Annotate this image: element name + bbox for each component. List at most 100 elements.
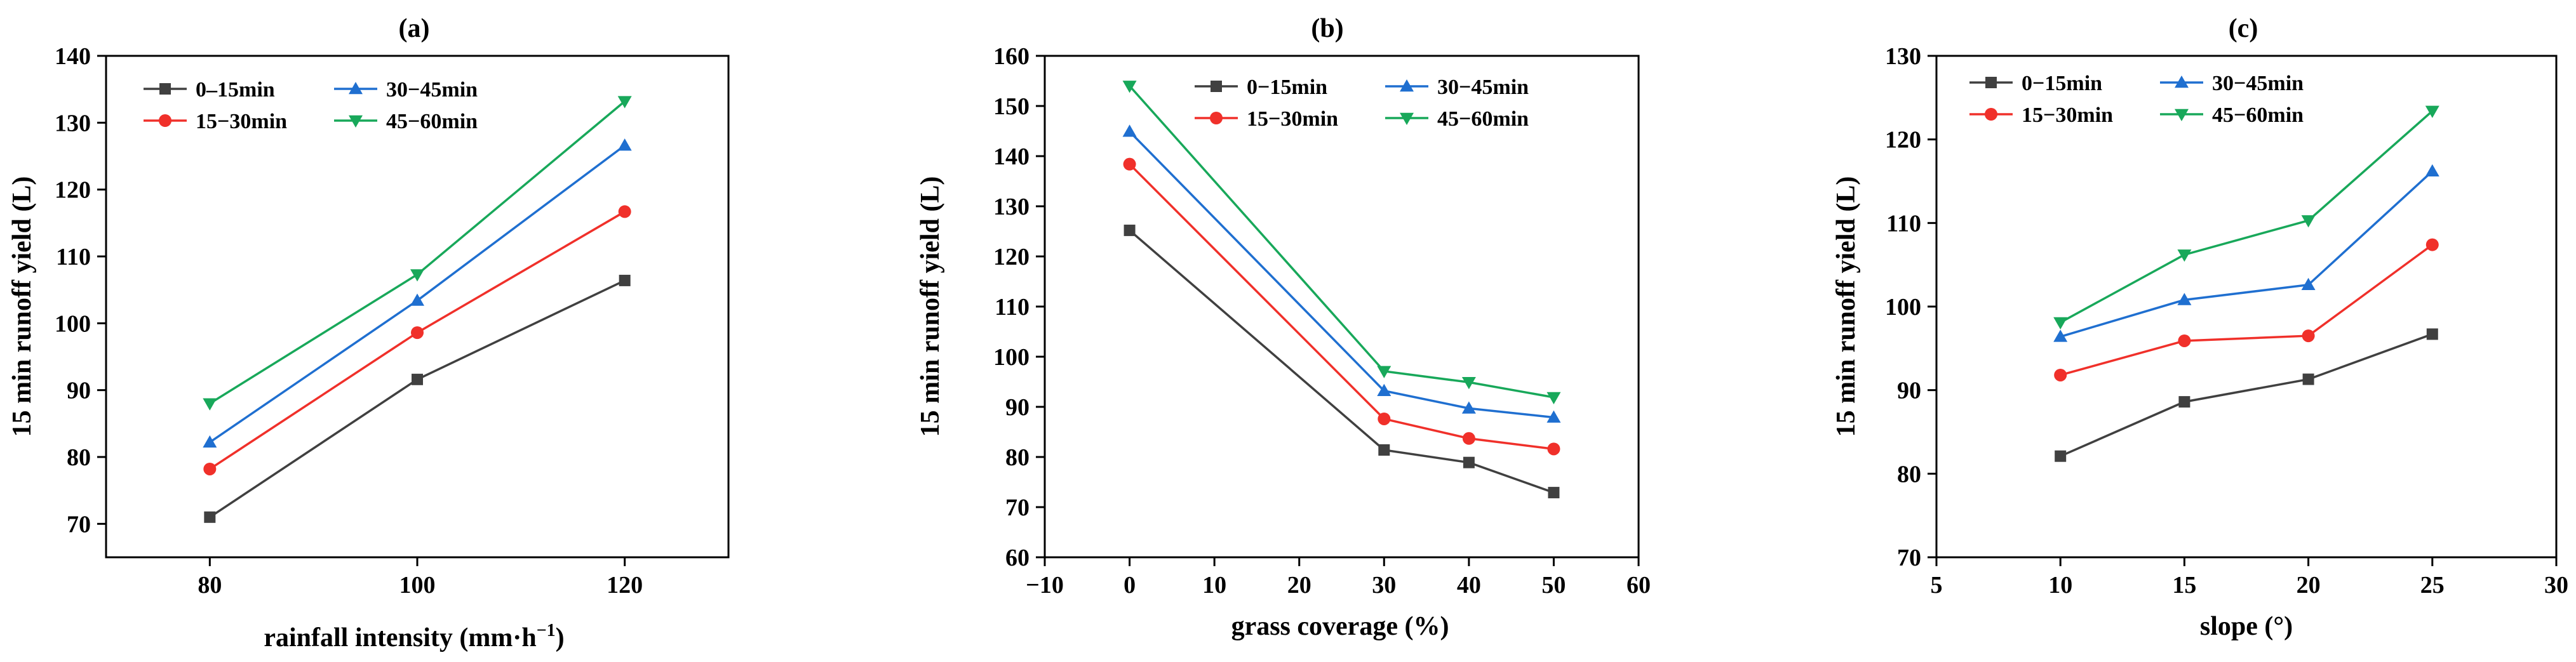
legend-label: 0−15min xyxy=(2022,72,2102,95)
panel-c-legend: 0−15min 15−30min 30−45min 45−60min xyxy=(1969,72,2304,127)
data-point-marker xyxy=(1463,456,1475,468)
x-tick-label: 20 xyxy=(1287,572,1311,599)
legend-label: 30−45min xyxy=(2212,72,2304,95)
data-point-marker xyxy=(411,326,424,340)
data-point-marker xyxy=(617,96,632,109)
y-tick-label: 60 xyxy=(1005,545,1030,571)
series-line-3 xyxy=(1129,131,1554,419)
data-point-marker xyxy=(412,373,423,385)
data-point-marker xyxy=(1124,224,1136,236)
data-point-marker xyxy=(1461,401,1476,414)
panel-a-series xyxy=(203,96,632,523)
data-point-marker xyxy=(2301,277,2316,291)
series-line-1 xyxy=(2060,333,2433,458)
legend-marker xyxy=(2175,109,2189,121)
data-point-marker xyxy=(2177,249,2192,262)
y-tick-label: 80 xyxy=(1005,444,1030,471)
y-tick-label: 100 xyxy=(993,344,1030,371)
data-point-marker xyxy=(617,138,632,151)
data-point-marker xyxy=(1123,157,1136,171)
legend-marker xyxy=(1400,112,1414,125)
y-tick-label: 100 xyxy=(1885,294,1921,321)
panel-a-xlabel-sup: −1 xyxy=(537,621,556,640)
series-line-4 xyxy=(2060,110,2433,324)
legend-marker xyxy=(1985,77,1997,88)
legend-label: 0−15min xyxy=(1247,76,1327,99)
legend-label: 15−30min xyxy=(2022,103,2113,127)
legend-label: 45−60min xyxy=(2212,103,2304,127)
data-point-marker xyxy=(1378,412,1391,425)
panel-c-ylabel: 15 min runoff yield (L) xyxy=(1832,176,1861,437)
panel-c-series xyxy=(2053,105,2439,462)
legend-label: 15−30min xyxy=(1247,107,1338,131)
legend-label: 30−45min xyxy=(386,78,478,102)
series-line-1 xyxy=(1129,229,1555,494)
panel-a-xlabel-end: ) xyxy=(556,623,565,652)
y-tick-label: 110 xyxy=(995,294,1030,321)
panel-c-frame xyxy=(1935,55,2558,559)
data-point-marker xyxy=(618,205,631,218)
panel-a-title: (a) xyxy=(399,14,430,43)
y-tick-label: 100 xyxy=(55,310,91,337)
panel-b: (b) −10 0 10 20 30 40 50 60 60 70 80 90 100 110 120 130… xyxy=(916,14,1651,641)
panel-c-xlabel: slope (°) xyxy=(2200,612,2293,641)
data-point-marker xyxy=(1461,377,1476,390)
panel-b-ticks: −10 0 10 20 30 40 50 60 60 70 80 90 100 110 120 130 140 1… xyxy=(993,43,1651,599)
x-tick-label: 60 xyxy=(1627,572,1651,599)
panel-c-ticks: 5 10 15 20 25 30 70 80 90 100 110 120 130 xyxy=(1885,43,2568,599)
data-point-marker xyxy=(203,398,217,411)
data-point-marker xyxy=(2302,329,2315,343)
panel-c-title: (c) xyxy=(2229,14,2258,43)
legend-marker xyxy=(159,114,171,127)
panel-b-title: (b) xyxy=(1311,14,1343,43)
legend-marker xyxy=(159,83,171,95)
data-point-marker xyxy=(1547,442,1560,456)
x-tick-label: 30 xyxy=(1372,572,1396,599)
data-point-marker xyxy=(1377,366,1392,378)
series-line-4 xyxy=(209,100,626,405)
data-point-marker xyxy=(2054,368,2067,381)
data-point-marker xyxy=(1462,432,1475,445)
y-tick-label: 130 xyxy=(993,194,1030,220)
x-tick-label: −10 xyxy=(1026,572,1064,599)
y-tick-label: 70 xyxy=(1005,494,1030,521)
data-point-marker xyxy=(2053,317,2068,330)
legend-marker xyxy=(349,115,363,128)
legend-marker xyxy=(1211,81,1222,92)
panel-a-legend: 0–15min 15−30min 30−45min 45−60min xyxy=(144,78,478,133)
x-tick-label: 10 xyxy=(2048,572,2072,599)
y-tick-label: 130 xyxy=(55,110,91,136)
legend-marker xyxy=(1400,79,1414,92)
x-tick-label: 20 xyxy=(2297,572,2321,599)
y-tick-label: 130 xyxy=(1885,43,1921,70)
data-point-marker xyxy=(2178,334,2191,347)
x-tick-label: 0 xyxy=(1124,572,1136,599)
data-point-marker xyxy=(2425,164,2439,176)
data-point-marker xyxy=(203,435,217,448)
panel-c: (c) 5 10 15 20 25 30 70 80 90 100 110 120 130 0−15mi… xyxy=(1832,14,2568,641)
y-tick-label: 140 xyxy=(55,43,91,70)
data-point-marker xyxy=(2425,238,2439,251)
y-tick-label: 110 xyxy=(1886,210,1921,237)
data-point-marker xyxy=(1546,392,1561,404)
data-point-marker xyxy=(204,511,216,523)
x-tick-label: 10 xyxy=(1202,572,1226,599)
series-line-2 xyxy=(209,210,626,470)
data-point-marker xyxy=(1122,81,1137,93)
legend-marker xyxy=(1210,112,1223,124)
series-line-2 xyxy=(1129,163,1554,451)
x-tick-label: 40 xyxy=(1457,572,1481,599)
legend-label: 0–15min xyxy=(196,78,275,102)
legend-label: 45−60min xyxy=(1437,107,1529,131)
y-tick-label: 120 xyxy=(55,177,91,204)
y-tick-label: 70 xyxy=(1897,545,1921,571)
data-point-marker xyxy=(1122,124,1137,137)
x-tick-label: 15 xyxy=(2172,572,2196,599)
x-tick-label: 120 xyxy=(607,572,643,599)
data-point-marker xyxy=(1377,383,1392,396)
x-tick-label: 5 xyxy=(1931,572,1943,599)
y-tick-label: 110 xyxy=(56,244,91,270)
x-tick-label: 30 xyxy=(2544,572,2568,599)
y-tick-label: 140 xyxy=(993,143,1030,170)
